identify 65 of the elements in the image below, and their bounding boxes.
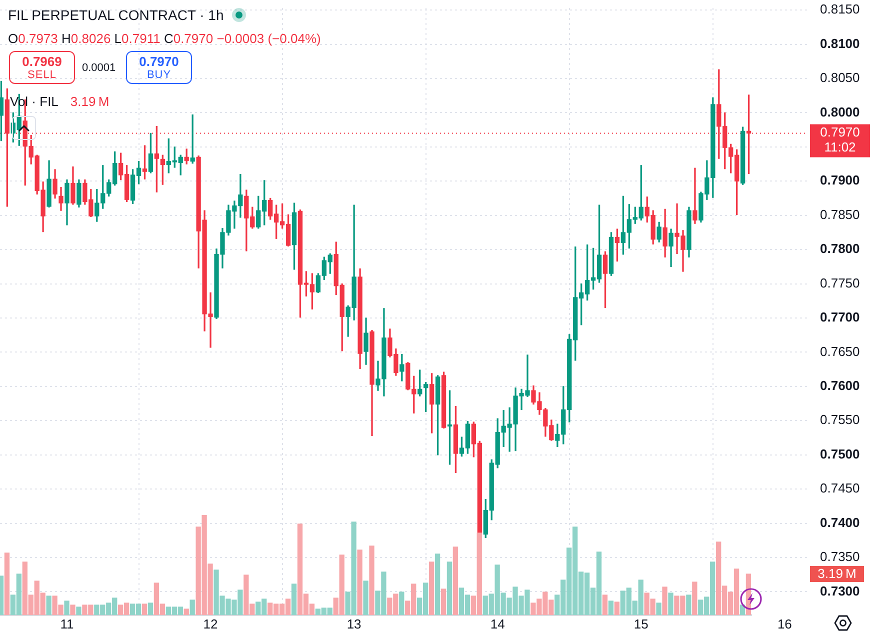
x-tick-label: 12 — [203, 616, 218, 632]
y-tick-label: 0.7800 — [820, 241, 860, 256]
x-tick-label: 16 — [777, 616, 792, 632]
bar — [46, 596, 52, 615]
y-tick-label: 0.7700 — [820, 310, 860, 325]
y-tick-label: 0.7450 — [820, 480, 860, 496]
bar — [614, 602, 620, 615]
annotation: BUY — [146, 69, 172, 81]
bar — [70, 604, 76, 615]
buy-button: 0.7970 BUY — [126, 51, 192, 84]
y-tick-label: 0.7650 — [820, 344, 860, 359]
bar — [686, 594, 692, 615]
x-tick-label: 11 — [60, 616, 74, 632]
bar — [452, 546, 458, 615]
y-tick-label: 0.7850 — [820, 206, 860, 222]
bar — [190, 600, 195, 615]
x-tick-label: 14 — [490, 616, 505, 632]
y-tick-label: 0.8000 — [820, 104, 860, 120]
annotation: 0.7969 — [21, 54, 63, 69]
annotation: 0.0001 — [82, 62, 116, 74]
ref-line-label: 0.7970 — [820, 124, 860, 140]
text: 3.19 M — [818, 566, 856, 582]
bar — [662, 586, 668, 615]
bar — [142, 604, 148, 615]
bar — [363, 580, 368, 615]
x-tick-label: 15 — [634, 616, 648, 632]
y-tick-label: 0.7500 — [820, 446, 860, 462]
bar — [602, 594, 608, 615]
sell-button: 0.7969 SELL — [9, 51, 75, 84]
annotation: SELL — [26, 69, 58, 81]
annotation: 0.7970 — [138, 54, 180, 69]
bar — [399, 592, 404, 615]
bar — [428, 562, 434, 615]
bar — [148, 602, 154, 615]
bar — [369, 546, 374, 615]
bar — [446, 562, 452, 615]
annotation: 3.19 M — [70, 94, 110, 109]
bar — [357, 550, 362, 615]
chart-title: FIL PERPETUAL CONTRACT · 1h — [8, 7, 224, 23]
y-tick-label: 0.7550 — [820, 412, 860, 428]
text: 11:02 — [824, 139, 856, 154]
bar — [184, 608, 189, 615]
bar — [440, 588, 446, 615]
bar — [608, 600, 614, 615]
y-tick-label: 0.7300 — [820, 583, 860, 598]
bar — [656, 602, 662, 615]
text: O0.7973 H0.8026 L0.7911 C0.7970 −0.0003 (−0.04%) — [8, 31, 321, 46]
bar — [64, 600, 70, 615]
candlestick — [692, 168, 698, 224]
bar — [668, 592, 674, 615]
y-tick-label: 0.8050 — [820, 70, 860, 86]
bar — [434, 554, 440, 615]
bar — [4, 552, 10, 615]
y-tick-label: 0.7600 — [820, 378, 860, 394]
bar — [76, 606, 82, 615]
y-tick-label: 0.7750 — [820, 275, 860, 290]
y-tick-label: 0.8150 — [820, 2, 860, 17]
y-tick-label: 0.8100 — [820, 36, 860, 51]
y-tick-label: 0.7900 — [820, 172, 860, 188]
y-tick-label: 0.7400 — [820, 514, 860, 530]
x-tick-label: 13 — [346, 616, 362, 632]
bar — [692, 582, 698, 615]
bar — [291, 584, 297, 615]
bar — [0, 576, 4, 615]
y-tick-label: 0.7350 — [820, 549, 860, 564]
